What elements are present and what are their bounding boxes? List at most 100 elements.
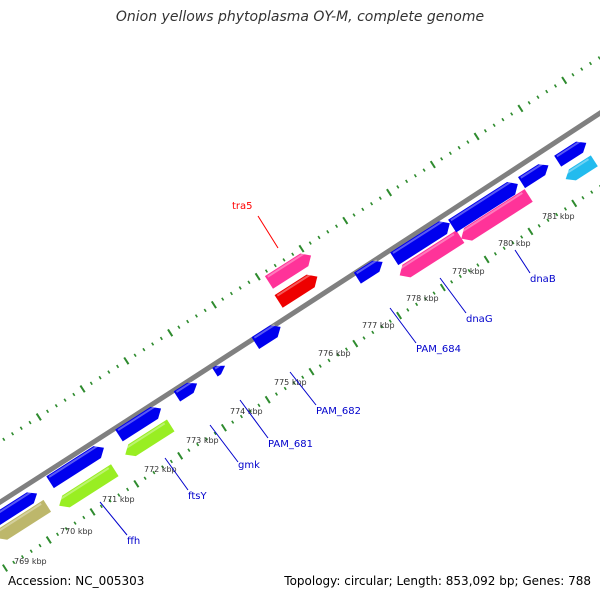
outer-tick <box>266 270 268 273</box>
inner-tick <box>591 191 593 194</box>
outer-tick <box>431 161 435 168</box>
outer-tick <box>212 301 216 308</box>
gene-label-leader <box>165 458 188 490</box>
outer-tick <box>555 85 557 88</box>
inner-tick <box>100 505 102 508</box>
inner-tick <box>3 565 7 572</box>
outer-tick <box>204 309 206 312</box>
outer-tick <box>362 208 364 211</box>
outer-tick <box>29 421 31 424</box>
kbp-label: 776 kbp <box>318 349 351 358</box>
outer-tick <box>467 141 469 144</box>
gene-label-leader <box>440 278 466 313</box>
outer-tick <box>353 214 355 217</box>
outer-tick <box>450 152 452 155</box>
outer-tick <box>108 371 110 374</box>
outer-tick <box>239 287 241 290</box>
inner-tick <box>232 421 234 424</box>
inner-tick <box>284 387 286 390</box>
outer-tick <box>47 410 49 413</box>
outer-tick <box>493 124 495 127</box>
gene-label: ffh <box>127 536 140 547</box>
inner-tick <box>178 452 182 459</box>
inner-tick <box>372 331 374 334</box>
outer-tick <box>562 77 566 84</box>
inner-tick <box>363 337 365 340</box>
outer-tick <box>572 73 574 76</box>
kbp-label: 772 kbp <box>144 465 177 474</box>
map-title: Onion yellows phytoplasma OY-M, complete… <box>0 9 600 25</box>
inner-tick <box>572 200 576 207</box>
inner-tick <box>353 340 357 347</box>
inner-tick <box>319 365 321 368</box>
inner-tick <box>328 359 330 362</box>
inner-tick <box>407 309 409 312</box>
outer-tick <box>343 217 347 224</box>
gene-label: ftsY <box>188 491 207 502</box>
gene-label: gmk <box>238 460 260 471</box>
outer-tick <box>299 245 303 252</box>
inner-tick <box>39 544 41 547</box>
inner-tick <box>57 533 59 536</box>
gene-box <box>252 321 285 349</box>
inner-tick <box>266 396 270 403</box>
outer-tick <box>327 230 329 233</box>
outer-tick <box>196 315 198 318</box>
gene-labels: ffhftsYgmkPAM_681PAM_682PAM_684dnaGdnaBt… <box>100 201 556 547</box>
kbp-label: 773 kbp <box>186 436 219 445</box>
outer-tick <box>397 186 399 189</box>
inner-tick <box>47 537 51 544</box>
kbp-label: 779 kbp <box>452 267 485 276</box>
outer-tick <box>518 105 522 112</box>
outer-tick <box>161 337 163 340</box>
inner-tick <box>582 196 584 199</box>
outer-tick <box>3 438 5 441</box>
outer-tick <box>178 326 180 329</box>
inner-tick <box>171 460 173 463</box>
kbp-label: 769 kbp <box>14 557 47 566</box>
outer-tick <box>80 386 84 393</box>
outer-tick <box>336 225 338 228</box>
outer-tick <box>134 354 136 357</box>
outer-tick <box>124 357 128 364</box>
kbp-label: 775 kbp <box>274 378 307 387</box>
inner-tick <box>484 256 488 263</box>
inner-tick <box>83 516 85 519</box>
outer-tick <box>12 432 14 435</box>
outer-tick <box>537 96 539 99</box>
outer-tick <box>256 273 260 280</box>
inner-tick <box>30 550 32 553</box>
inner-tick-track <box>3 168 600 571</box>
outer-tick <box>20 427 22 430</box>
outer-tick <box>152 343 154 346</box>
outer-tick-track <box>0 57 600 449</box>
inner-tick <box>276 393 278 396</box>
gene-label: dnaG <box>466 314 493 325</box>
inner-tick <box>74 522 76 525</box>
outer-tick <box>318 236 320 239</box>
inner-tick <box>416 303 418 306</box>
inner-tick <box>144 477 146 480</box>
outer-tick <box>292 253 294 256</box>
inner-tick <box>538 224 540 227</box>
kbp-label: 777 kbp <box>362 321 395 330</box>
gene-label: PAM_684 <box>416 344 461 355</box>
outer-tick <box>309 242 311 245</box>
outer-tick <box>485 129 487 132</box>
inner-tick <box>565 208 567 211</box>
inner-tick <box>134 480 138 487</box>
inner-tick <box>222 424 226 431</box>
outer-tick <box>528 101 530 104</box>
inner-tick <box>528 228 532 235</box>
outer-tick <box>64 399 66 402</box>
kbp-label: 781 kbp <box>542 212 575 221</box>
inner-tick <box>521 236 523 239</box>
inner-tick <box>477 264 479 267</box>
inner-tick <box>188 449 190 452</box>
outer-tick <box>406 180 408 183</box>
outer-tick <box>73 393 75 396</box>
outer-tick <box>231 292 233 295</box>
gene-label-leader <box>100 502 127 535</box>
